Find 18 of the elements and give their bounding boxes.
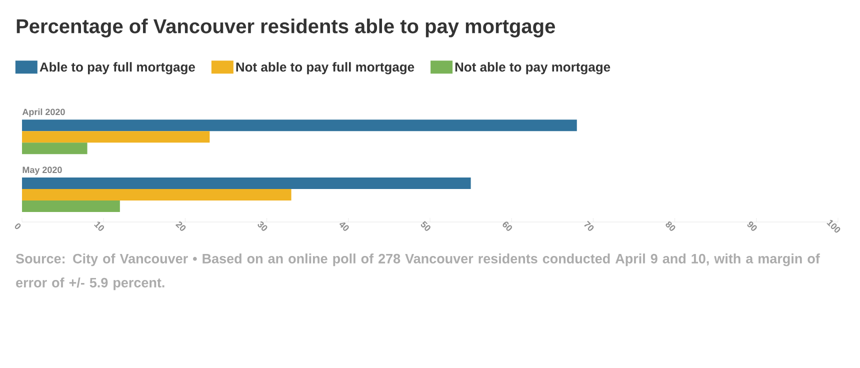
- x-tick-label: 30: [258, 221, 268, 231]
- chart-title: Percentage of Vancouver residents able to pay mortgage: [16, 18, 555, 38]
- x-tick-label: 10: [94, 222, 104, 231]
- x-tick-label: 60: [502, 222, 512, 231]
- legend-label: Not able to pay full mortgage: [236, 62, 414, 74]
- x-tick-label: 20: [175, 221, 186, 231]
- legend-label: Not able to pay mortgage: [455, 62, 610, 74]
- source-note: Source: City of Vancouver • Based on an online poll of 278 Vancouver residents conducted April 9 and 10, with a margin of error of +/- 5.9 percent.: [16, 254, 820, 290]
- x-tick-label: 0: [14, 223, 21, 230]
- y-tick-label: April 2020: [22, 108, 65, 117]
- x-tick-label: 90: [747, 221, 757, 231]
- x-tick-label: 70: [584, 220, 594, 231]
- x-tick-label: 50: [420, 220, 430, 231]
- legend-label: Able to pay full mortgage: [40, 62, 195, 74]
- y-tick-label: May 2020: [22, 166, 62, 175]
- x-tick-label: 80: [666, 221, 676, 231]
- x-tick-label: 40: [339, 222, 349, 231]
- x-tick-label: 100: [826, 220, 840, 233]
